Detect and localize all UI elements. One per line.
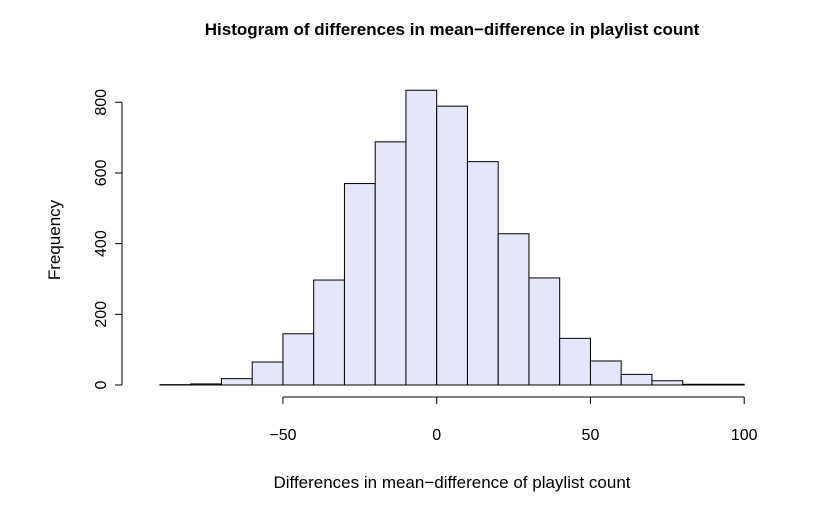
- histogram-bar-4: [282, 333, 315, 386]
- y-tick-label-1: 200: [93, 301, 110, 328]
- y-tick-label-0: 0: [93, 380, 110, 389]
- histogram-bar-7: [374, 141, 407, 386]
- x-tick-label-3: 100: [731, 427, 758, 444]
- histogram-bar-14: [589, 360, 622, 386]
- x-axis-label: Differences in mean−difference of playli…: [273, 473, 630, 492]
- histogram-bar-11: [497, 233, 530, 386]
- histogram-bar-8: [405, 89, 438, 386]
- y-axis: 0 200 400 600 800: [93, 89, 123, 389]
- x-tick-label-1: 0: [432, 427, 441, 444]
- x-axis: −50 0 50 100: [269, 396, 758, 444]
- chart-title: Histogram of differences in mean−differe…: [205, 20, 700, 39]
- histogram-bar-6: [343, 183, 376, 386]
- histogram-bar-15: [620, 373, 653, 386]
- histogram-bar-1: [190, 383, 222, 386]
- x-tick-label-2: 50: [582, 427, 600, 444]
- histogram-bar-5: [313, 279, 345, 386]
- histogram-bar-10: [466, 161, 499, 386]
- histogram-bar-12: [528, 277, 561, 386]
- histogram-bar-9: [436, 105, 468, 386]
- histogram-bar-18: [712, 383, 745, 386]
- y-tick-label-4: 800: [93, 89, 110, 116]
- x-tick-label-0: −50: [269, 427, 296, 444]
- y-axis-label: Frequency: [45, 199, 64, 280]
- histogram-bar-3: [251, 361, 284, 386]
- histogram-bar-16: [651, 380, 684, 386]
- histogram-bar-17: [682, 383, 714, 386]
- histogram-bar-2: [220, 378, 253, 386]
- y-tick-label-3: 600: [93, 160, 110, 187]
- y-tick-label-2: 400: [93, 230, 110, 257]
- histogram-bar-13: [559, 337, 591, 386]
- bars-group: [159, 89, 745, 386]
